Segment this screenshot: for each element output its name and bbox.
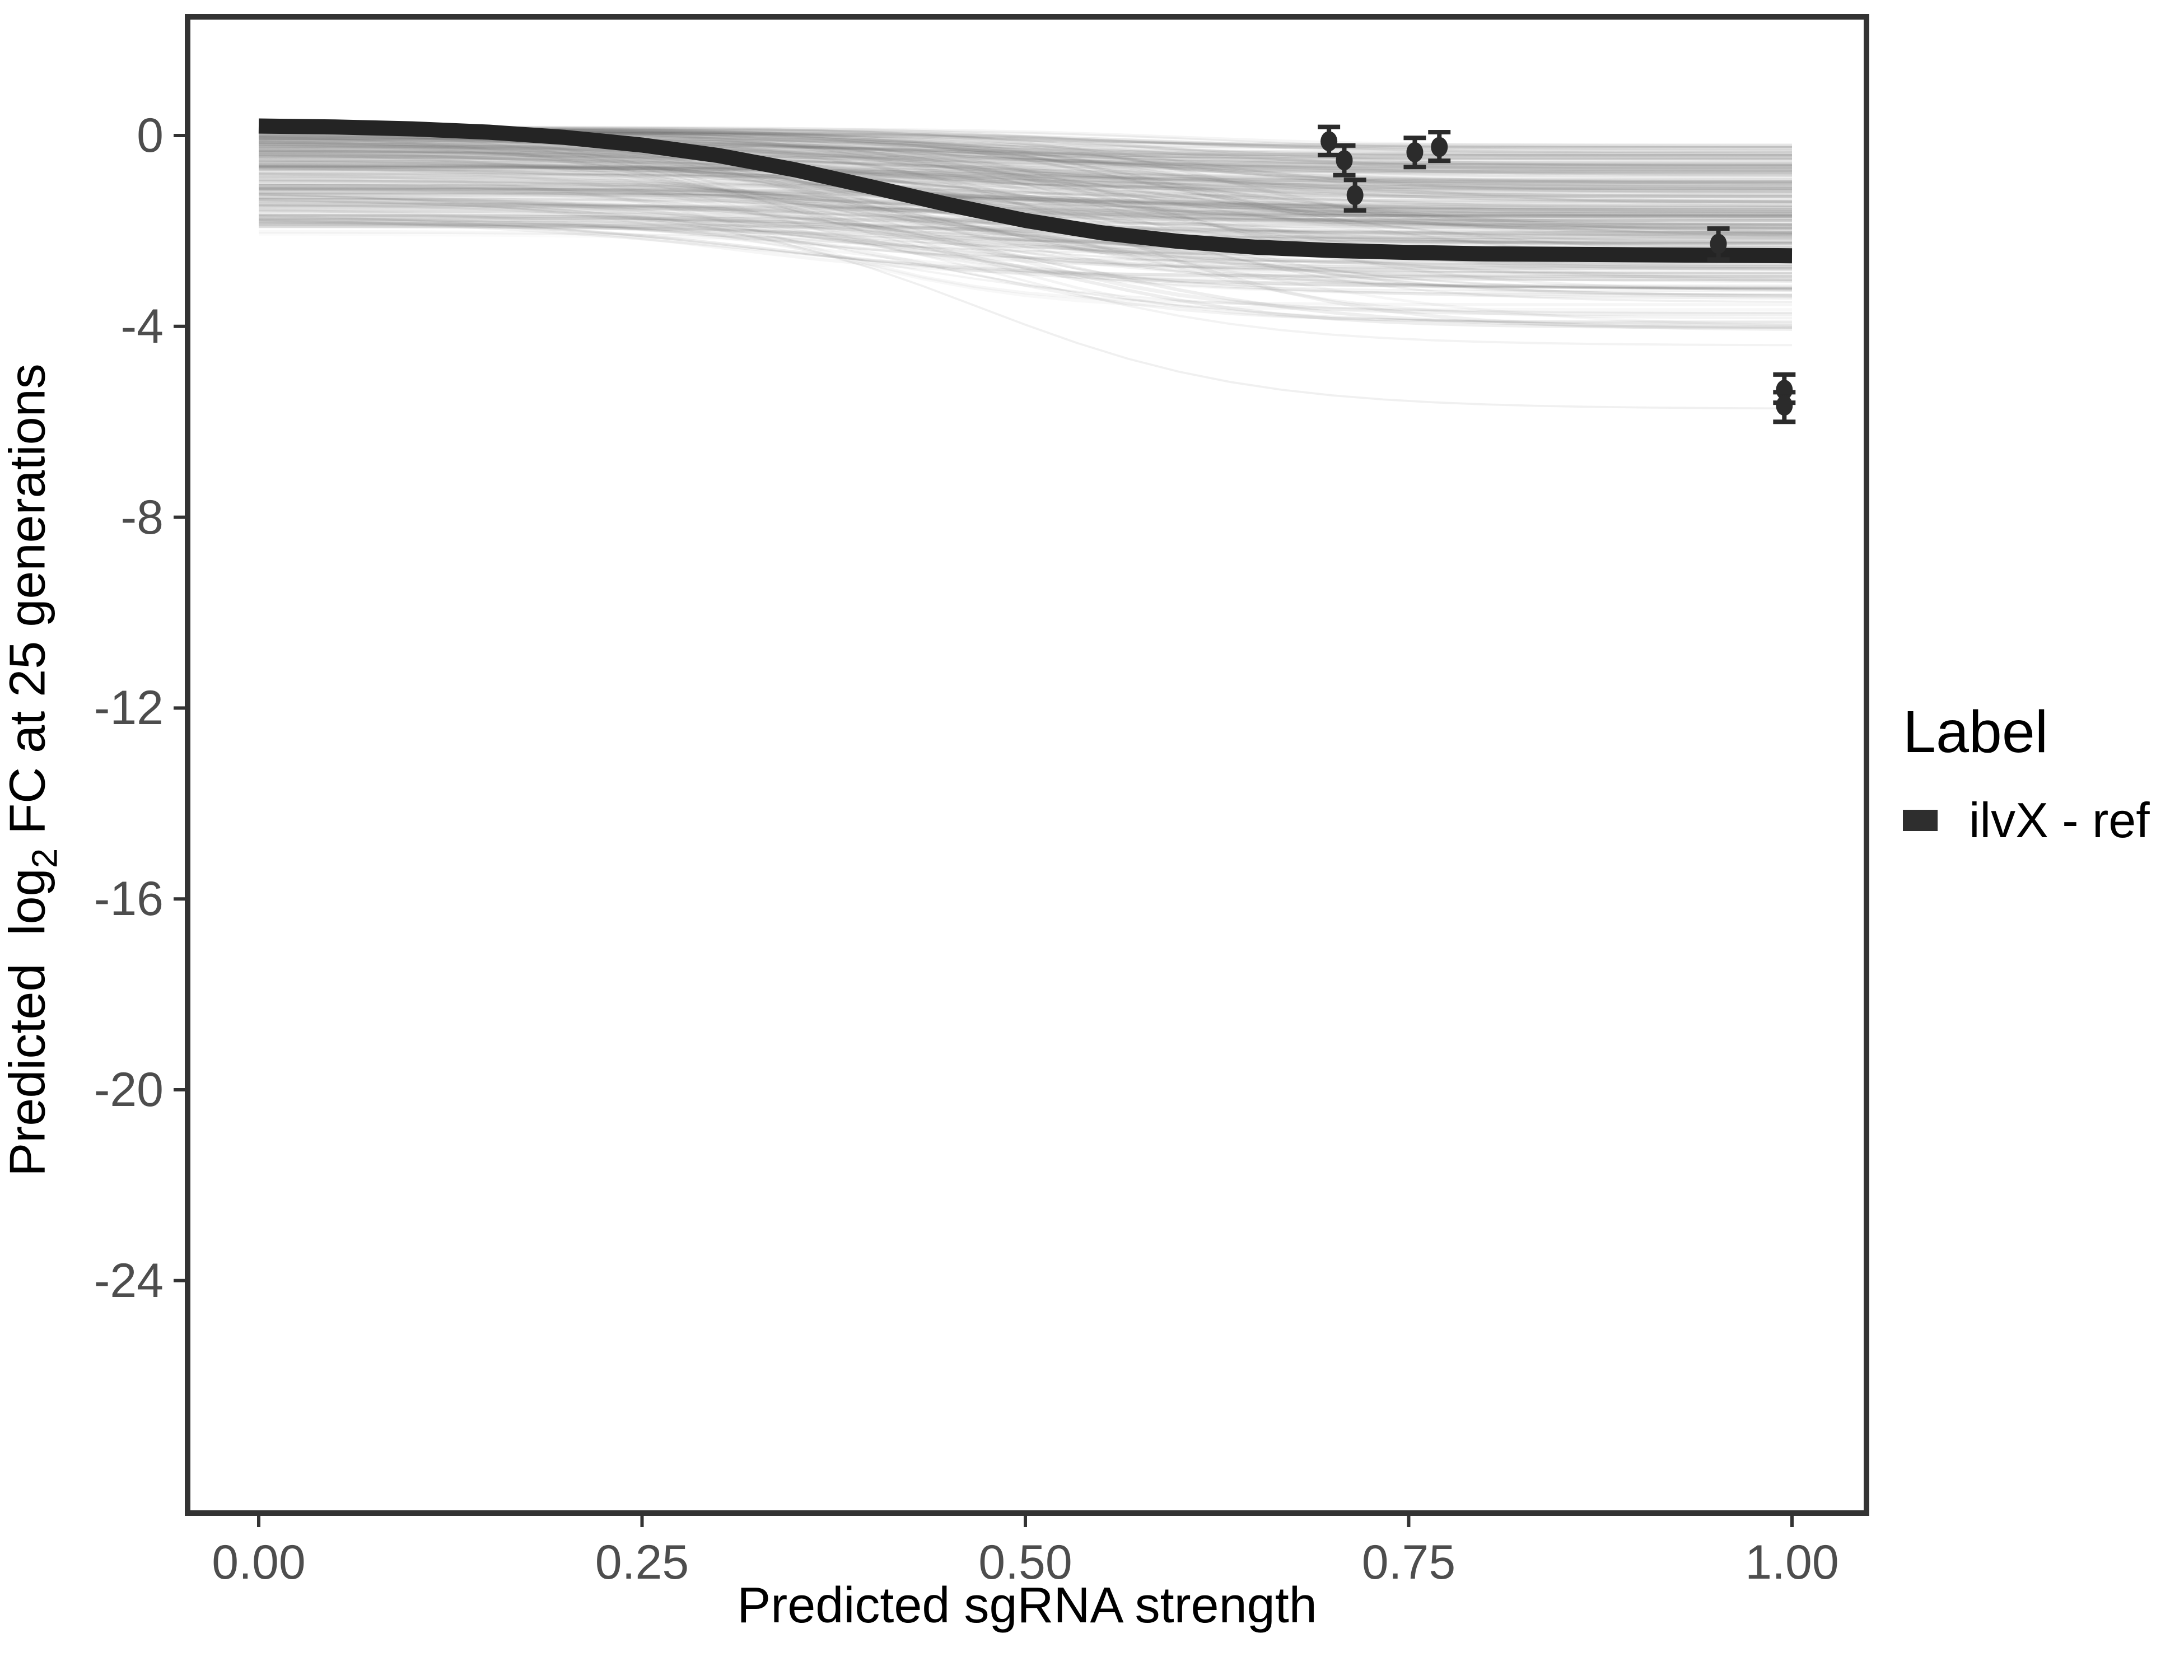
x-tick-label: 0.50 [978, 1536, 1072, 1589]
y-tick-label: -8 [120, 490, 164, 544]
legend-item-ilvx-ref: ilvX - ref [1903, 796, 2150, 845]
x-tick-label: 0.75 [1361, 1536, 1456, 1589]
legend: Label ilvX - ref [1903, 701, 2150, 845]
x-axis-title: Predicted sgRNA strength [737, 1578, 1317, 1634]
y-tick-label: 0 [137, 109, 164, 162]
posterior-draws-band [258, 125, 1793, 410]
legend-item-label: ilvX - ref [1969, 792, 2150, 848]
x-tick-label: 0.25 [595, 1536, 689, 1589]
x-tick-label: 0.00 [212, 1536, 306, 1589]
legend-line-swatch [1903, 810, 1938, 832]
y-axis-title: Predicted log2 FC at 25 generations [0, 363, 65, 1177]
x-tick-label: 1.00 [1745, 1536, 1839, 1589]
axis-ticks [174, 134, 1794, 1527]
y-tick-label: -4 [120, 299, 164, 353]
y-tick-label: -16 [94, 872, 164, 926]
legend-title: Label [1903, 699, 2048, 765]
y-axis-title-text: Predicted log [0, 868, 56, 1177]
y-axis-title-text-tail: FC at 25 generations [0, 363, 56, 848]
reference-curve-ilvx-ref [258, 118, 1793, 264]
y-tick-label: -12 [94, 681, 164, 735]
y-axis-title-subscript: 2 [24, 848, 65, 869]
data-points [1318, 124, 1796, 424]
y-tick-label: -24 [94, 1253, 164, 1308]
y-tick-label: -20 [94, 1063, 164, 1117]
